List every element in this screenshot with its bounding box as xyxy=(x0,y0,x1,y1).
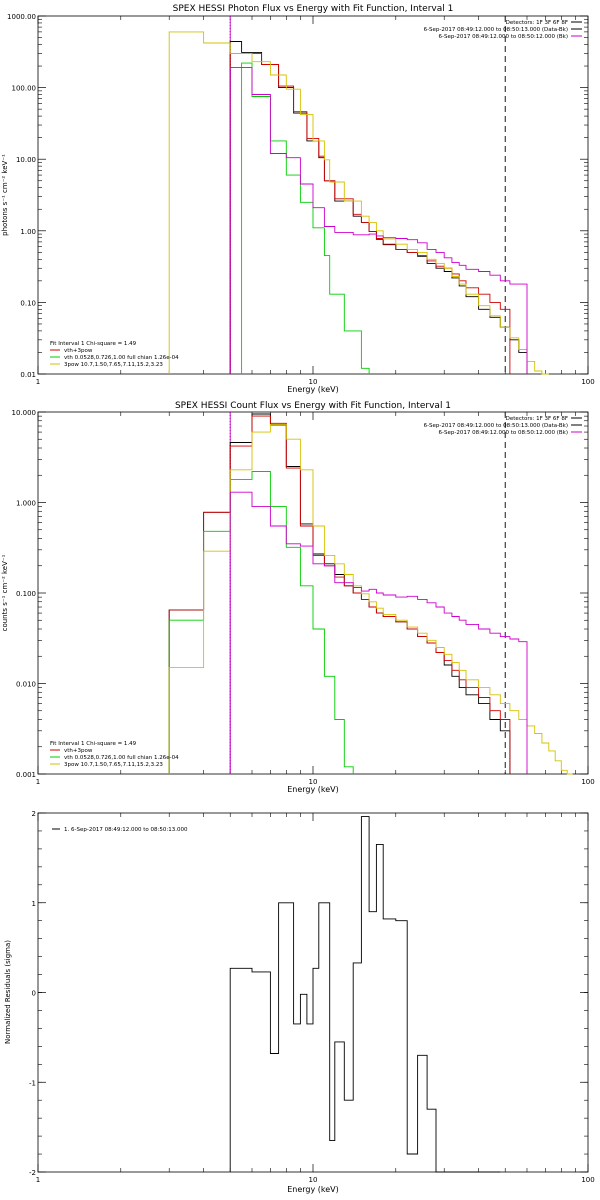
count-flux-xlabel: Energy (keV) xyxy=(287,785,339,794)
series-data xyxy=(229,41,528,374)
y-tick-label: 2 xyxy=(32,810,36,818)
photon-flux-ylabel: photons s⁻¹ cm⁻² keV⁻¹ xyxy=(1,154,9,236)
photon-flux-legend: Fit Interval 1 Chi-square = 1.49vth+3pow… xyxy=(50,341,179,368)
residuals-axes: 1 10 100 -2 -1 0 1 2 xyxy=(29,810,595,1184)
y-tick-label: 10.000 xyxy=(12,409,37,417)
series-3pow xyxy=(168,31,549,375)
count-flux-title: SPEX HESSI Count Flux vs Energy with Fit… xyxy=(175,401,451,411)
photon-flux-axes: 1 10 100 0.01 0.10 1.00 10.00 100.00 1000.00 xyxy=(7,13,595,386)
series-background xyxy=(229,491,528,774)
info-line: Detectors: 1F 3F 6F 8F xyxy=(506,20,568,26)
legend-entry: vth 0.0528,0.726,1.00 full chian 1.26e-0… xyxy=(64,755,179,761)
residuals-ylabel: Normalized Residuals (sigma) xyxy=(4,940,12,1044)
y-tick-label: 0.010 xyxy=(16,681,36,689)
x-tick-label: 1 xyxy=(36,778,40,786)
x-tick-label: 100 xyxy=(581,1176,594,1184)
legend-entry: 3pow 10.7,1.50,7.65,7.11,15.2,3.23 xyxy=(64,762,163,768)
legend-entry: vth 0.0528,0.726,1.00 full chian 1.26e-0… xyxy=(64,355,179,361)
photon-flux-info: Detectors: 1F 3F 6F 8F6-Sep-2017 08:49:1… xyxy=(424,20,582,40)
photon-flux-title: SPEX HESSI Photon Flux vs Energy with Fi… xyxy=(173,4,454,14)
series-3pow xyxy=(168,423,573,775)
y-tick-label: 1 xyxy=(32,900,36,908)
legend-header: Fit Interval 1 Chi-square = 1.49 xyxy=(50,741,137,747)
y-tick-label: -1 xyxy=(29,1079,36,1087)
x-tick-label: 1 xyxy=(36,1176,40,1184)
photon-flux-curves xyxy=(168,16,549,375)
y-tick-label: -2 xyxy=(29,1169,36,1177)
residuals-panel: 1 10 100 -2 -1 0 1 2 1. 6-Sep-2017 08:49:12.000… xyxy=(4,810,595,1194)
y-tick-label: 100.00 xyxy=(12,85,37,93)
series-residuals xyxy=(229,816,501,1173)
series-vth xyxy=(168,471,354,774)
residuals-xlabel: Energy (keV) xyxy=(287,1185,339,1194)
info-line: 6-Sep-2017 08:49:12.000 to 08:50:13.000 … xyxy=(424,27,568,33)
y-tick-label: 0.01 xyxy=(20,371,36,379)
legend-header: Fit Interval 1 Chi-square = 1.49 xyxy=(50,341,137,347)
y-tick-label: 0.001 xyxy=(16,771,36,779)
info-line: 6-Sep-2017 08:49:12.000 to 08:50:12.000 … xyxy=(439,34,569,40)
residuals-legend: 1. 6-Sep-2017 08:49:12.000 to 08:50:13.0… xyxy=(52,827,188,833)
count-flux-legend: Fit Interval 1 Chi-square = 1.49vth+3pow… xyxy=(50,741,179,768)
count-flux-panel: SPEX HESSI Count Flux vs Energy with Fit… xyxy=(1,401,595,794)
count-flux-ylabel: counts s⁻¹ cm⁻² keV⁻¹ xyxy=(1,554,9,631)
legend-entry: 3pow 10.7,1.50,7.65,7.11,15.2,3.23 xyxy=(64,362,163,368)
x-tick-label: 100 xyxy=(581,778,594,786)
count-flux-info: Detectors: 1F 3F 6F 8F6-Sep-2017 08:49:1… xyxy=(424,416,582,436)
y-tick-label: 0.10 xyxy=(20,299,36,307)
series-vth+3pow xyxy=(168,415,511,774)
y-tick-label: 1000.00 xyxy=(7,13,36,21)
y-tick-label: 1.000 xyxy=(16,500,36,508)
x-tick-label: 100 xyxy=(581,378,594,386)
photon-flux-panel: SPEX HESSI Photon Flux vs Energy with Fi… xyxy=(1,4,595,394)
y-tick-label: 1.00 xyxy=(20,228,36,236)
y-tick-label: 0.100 xyxy=(16,590,36,598)
photon-flux-xlabel: Energy (keV) xyxy=(287,385,339,394)
y-tick-label: 10.00 xyxy=(16,156,36,164)
x-tick-label: 10 xyxy=(309,778,318,786)
count-flux-axes: 1 10 100 0.001 0.010 0.100 1.000 10.000 xyxy=(12,409,595,786)
series-background xyxy=(229,67,528,374)
legend-entry: 1. 6-Sep-2017 08:49:12.000 to 08:50:13.0… xyxy=(64,827,188,833)
residuals-curves xyxy=(229,816,501,1173)
x-tick-label: 10 xyxy=(309,1176,318,1184)
count-flux-curves xyxy=(168,412,573,775)
info-line: 6-Sep-2017 08:49:12.000 to 08:50:12.000 … xyxy=(439,430,569,436)
info-line: 6-Sep-2017 08:49:12.000 to 08:50:13.000 … xyxy=(424,423,568,429)
legend-entry: vth+3pow xyxy=(64,348,93,354)
info-line: Detectors: 1F 3F 6F 8F xyxy=(506,416,568,422)
series-vth+3pow xyxy=(229,52,511,374)
series-data xyxy=(168,413,511,774)
legend-entry: vth+3pow xyxy=(64,748,93,754)
series-vth xyxy=(241,62,370,374)
y-tick-label: 0 xyxy=(32,990,36,998)
x-tick-label: 1 xyxy=(36,378,40,386)
x-tick-label: 10 xyxy=(309,378,318,386)
